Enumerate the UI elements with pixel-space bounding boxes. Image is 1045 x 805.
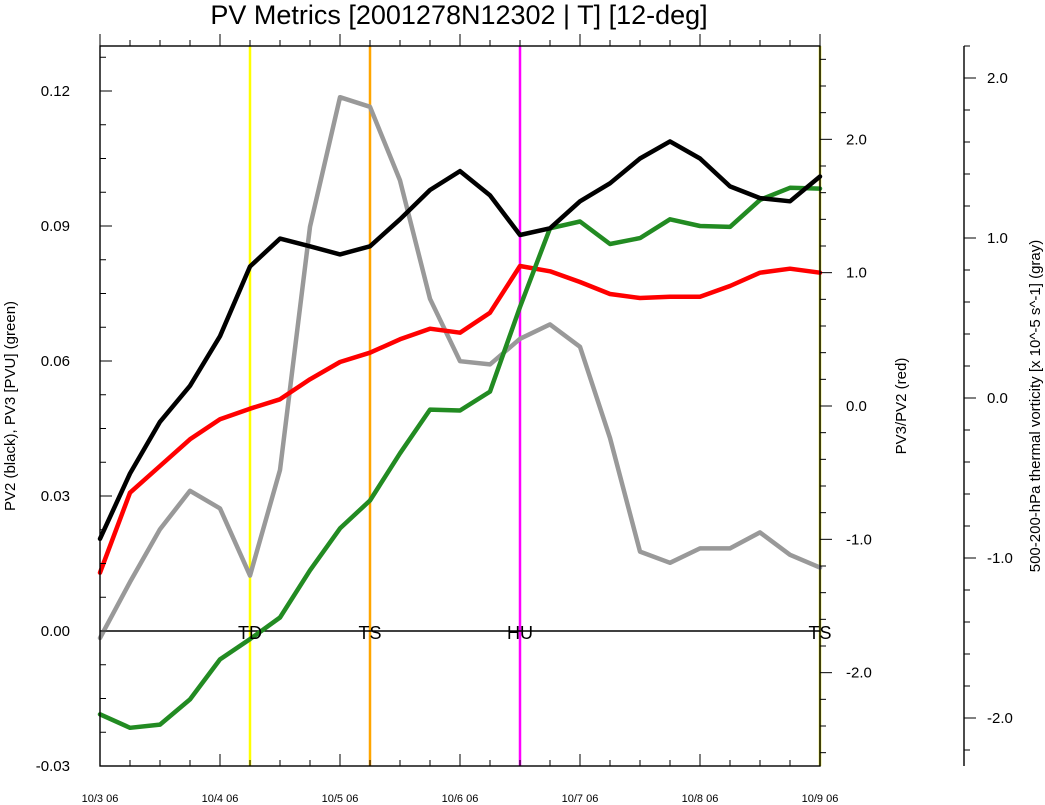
right-tick-label: -1.0 — [846, 531, 872, 548]
left-axis: -0.03 0.00 0.03 0.06 0.09 0.12 — [36, 56, 112, 775]
far-tick-label: 1.0 — [987, 230, 1008, 247]
x-tick-label: 10/4 06 — [202, 793, 239, 805]
stage-label-0: TD — [238, 623, 262, 643]
far-tick-label: 0.0 — [987, 390, 1008, 407]
stage-label-1: TS — [358, 623, 381, 643]
left-axis-title: PV2 (black), PV3 [PVU] (green) — [2, 301, 19, 511]
x-tick-label: 10/9 06 — [802, 793, 839, 805]
top-axis — [99, 34, 821, 46]
right-tick-label: 1.0 — [846, 265, 867, 282]
x-tick-label: 10/5 06 — [322, 793, 359, 805]
far-right-axis-title: 500-200-hPa thermal vorticity [x 10^-5 s… — [1027, 240, 1044, 573]
right-axis-title: PV3/PV2 (red) — [893, 358, 910, 455]
bottom-axis: 10/3 06 10/4 06 10/5 06 10/6 06 10/7 06 10/8 … — [82, 754, 839, 805]
series-line-3 — [97, 94, 823, 641]
series-layer — [97, 94, 823, 731]
left-tick-label: -0.03 — [36, 758, 70, 775]
chart-title: PV Metrics [2001278N12302 | T] [12-deg] — [210, 0, 707, 30]
right-tick-label: -2.0 — [846, 665, 872, 682]
series-line-1 — [97, 185, 823, 731]
stage-marker-lines — [248, 46, 822, 766]
stage-label-2: HU — [507, 623, 533, 643]
x-tick-label: 10/3 06 — [82, 793, 119, 805]
right-tick-label: 2.0 — [846, 131, 867, 148]
left-tick-label: 0.09 — [41, 218, 70, 235]
right-tick-label: 0.0 — [846, 398, 867, 415]
x-tick-label: 10/8 06 — [682, 793, 719, 805]
left-tick-label: 0.03 — [41, 488, 70, 505]
far-tick-label: -2.0 — [987, 710, 1013, 727]
far-tick-label: 2.0 — [987, 70, 1008, 87]
plot-frame — [99, 45, 821, 767]
left-tick-label: 0.12 — [41, 83, 70, 100]
left-tick-label: 0.00 — [41, 623, 70, 640]
series-line-2 — [97, 263, 823, 575]
far-right-axis: -2.0 -1.0 0.0 1.0 2.0 — [963, 45, 1013, 766]
series-line-0 — [97, 139, 823, 542]
far-tick-label: -1.0 — [987, 550, 1013, 567]
left-tick-label: 0.06 — [41, 353, 70, 370]
right-axis: -2.0 -1.0 0.0 1.0 2.0 — [820, 58, 872, 754]
stage-marker-labels: TD TS HU TS — [238, 623, 832, 643]
x-tick-label: 10/7 06 — [562, 793, 599, 805]
x-tick-label: 10/6 06 — [442, 793, 479, 805]
